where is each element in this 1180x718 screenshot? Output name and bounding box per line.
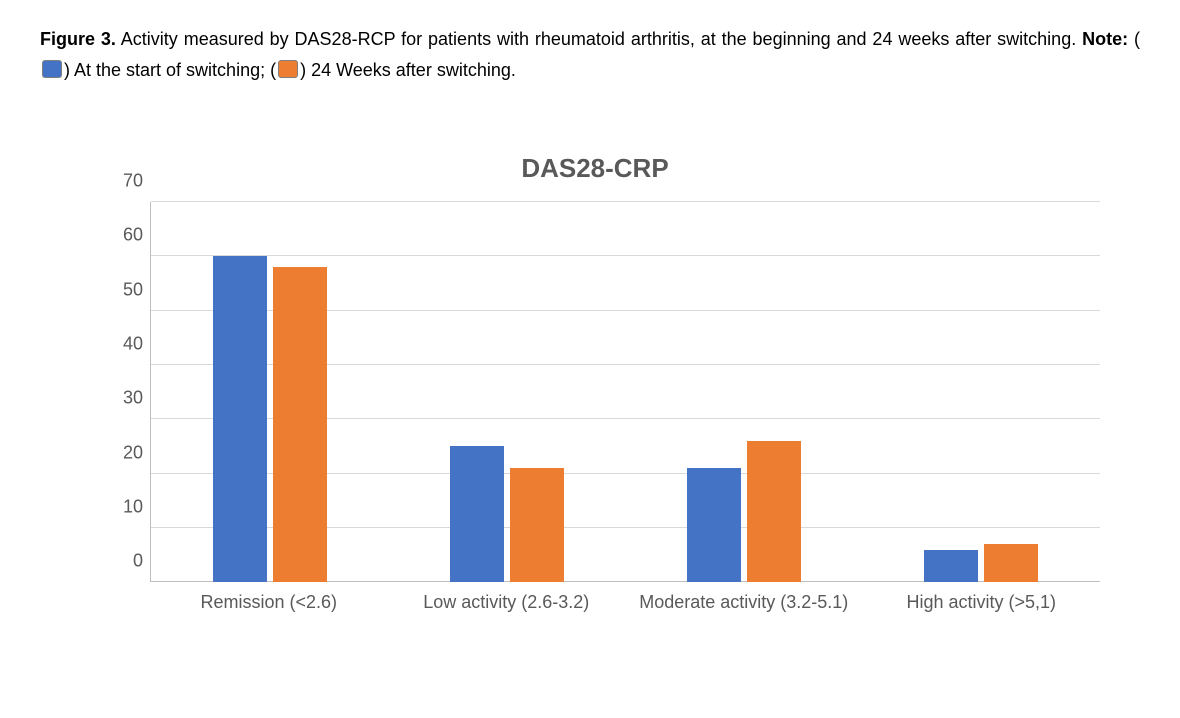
caption-body: Activity measured by DAS28-RCP for patie…	[116, 29, 1082, 49]
x-axis-label: Remission (<2.6)	[150, 582, 388, 614]
bar	[687, 468, 741, 582]
ytick-label: 50	[101, 279, 143, 300]
ytick-label: 20	[101, 442, 143, 463]
bar-group	[388, 202, 625, 582]
ytick-label: 0	[101, 551, 143, 572]
x-axis-label: Moderate activity (3.2-5.1)	[625, 582, 863, 614]
caption-legend1-text: ) At the start of switching; (	[64, 60, 276, 80]
bars-layer	[151, 202, 1100, 582]
x-axis-labels: Remission (<2.6)Low activity (2.6-3.2)Mo…	[150, 582, 1100, 614]
bar	[213, 256, 267, 582]
bar-group	[863, 202, 1100, 582]
page-root: Figure 3. Activity measured by DAS28-RCP…	[0, 0, 1180, 718]
bar	[984, 544, 1038, 582]
legend-swatch-start-icon	[42, 60, 62, 78]
caption-note-open1: (	[1128, 29, 1140, 49]
ytick-label: 60	[101, 225, 143, 246]
bar-group	[151, 202, 388, 582]
bar	[924, 550, 978, 583]
bar	[747, 441, 801, 582]
x-axis-label: High activity (>5,1)	[863, 582, 1101, 614]
caption-note-label: Note:	[1082, 29, 1128, 49]
ytick-label: 40	[101, 334, 143, 355]
ytick-label: 30	[101, 388, 143, 409]
chart-container: DAS28-CRP 010203040506070 Remission (<2.…	[80, 153, 1110, 683]
bar	[510, 468, 564, 582]
ytick-label: 10	[101, 496, 143, 517]
plot-area: 010203040506070	[150, 202, 1100, 582]
figure-caption: Figure 3. Activity measured by DAS28-RCP…	[40, 24, 1140, 85]
bar	[450, 446, 504, 582]
caption-legend2-text: ) 24 Weeks after switching.	[300, 60, 516, 80]
bar	[273, 267, 327, 582]
ytick-label: 70	[101, 171, 143, 192]
caption-prefix: Figure 3.	[40, 29, 116, 49]
chart-title: DAS28-CRP	[80, 153, 1110, 184]
x-axis-label: Low activity (2.6-3.2)	[388, 582, 626, 614]
legend-swatch-24w-icon	[278, 60, 298, 78]
bar-group	[626, 202, 863, 582]
